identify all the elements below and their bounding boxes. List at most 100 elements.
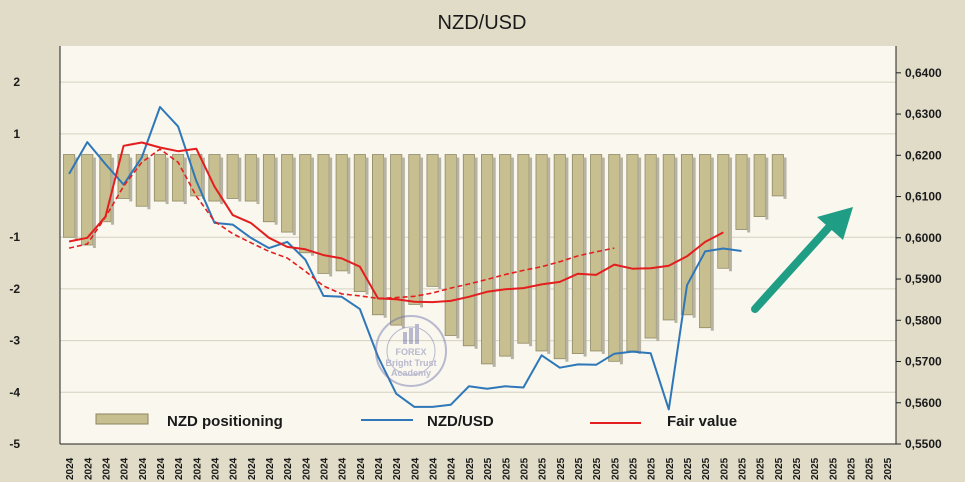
right-tick-label: 0,5800 <box>905 313 942 327</box>
watermark-bar <box>409 328 413 344</box>
x-tick-label: 2024 <box>83 457 94 480</box>
x-tick-label: 2025 <box>592 457 603 480</box>
positioning-bar-shadow <box>529 157 533 347</box>
x-tick-label: 2025 <box>538 457 549 480</box>
x-tick-label: 2025 <box>683 457 694 480</box>
positioning-bar-shadow <box>783 157 787 199</box>
positioning-bar-shadow <box>510 157 514 360</box>
legend-label-positioning: NZD positioning <box>167 413 283 430</box>
x-tick-label: 2025 <box>847 457 858 480</box>
positioning-bar <box>153 154 166 202</box>
positioning-bar-shadow <box>456 157 460 339</box>
positioning-bar-shadow <box>747 157 751 233</box>
positioning-bar-shadow <box>365 157 369 295</box>
watermark-bar <box>403 332 407 344</box>
x-tick-label: 2024 <box>210 457 221 480</box>
positioning-bar <box>244 154 257 202</box>
x-tick-label: 2025 <box>738 457 749 480</box>
x-tick-label: 2024 <box>447 457 458 480</box>
x-tick-label: 2024 <box>356 457 367 480</box>
right-tick-label: 0,6100 <box>905 190 942 204</box>
x-tick-label: 2024 <box>410 457 421 480</box>
positioning-bar-shadow <box>601 157 605 354</box>
positioning-bar-shadow <box>547 157 551 354</box>
positioning-bar <box>571 154 584 354</box>
x-tick-label: 2024 <box>192 457 203 480</box>
positioning-bar-shadow <box>92 157 96 248</box>
positioning-bar <box>662 154 675 321</box>
x-tick-label: 2025 <box>465 457 476 480</box>
watermark-logo: FOREX Bright Trust Academy <box>375 315 447 387</box>
right-y-axis: 0,6400 0,6300 0,6200 0,6100 0,6000 0,5900 0,58… <box>896 66 942 451</box>
positioning-bar <box>626 154 639 352</box>
x-tick-label: 2025 <box>501 457 512 480</box>
positioning-bar-shadow <box>474 157 478 349</box>
x-tick-label: 2025 <box>883 457 894 480</box>
right-tick-label: 0,6200 <box>905 148 942 162</box>
watermark-line-3: Academy <box>391 368 431 378</box>
positioning-bar-shadow <box>238 157 242 202</box>
left-tick-label: -5 <box>9 437 20 451</box>
x-tick-label: 2025 <box>574 457 585 480</box>
x-tick-label: 2024 <box>247 457 258 480</box>
positioning-bar-shadow <box>383 157 387 318</box>
fair-value-trend-line <box>68 148 615 300</box>
x-tick-label: 2024 <box>283 457 294 480</box>
left-y-axis: 2 1 -1 -2 -3 -4 -5 <box>9 75 20 451</box>
positioning-bar <box>226 154 239 199</box>
positioning-bar-shadow <box>329 157 333 277</box>
positioning-bar <box>644 154 657 339</box>
x-tick-label: 2024 <box>65 457 76 480</box>
positioning-bar-shadow <box>492 157 496 367</box>
positioning-bar-shadow <box>310 157 314 256</box>
watermark-inner-ring <box>386 326 436 376</box>
plot-area <box>60 46 896 444</box>
positioning-bar-shadow <box>692 157 696 318</box>
positioning-bar <box>517 154 530 344</box>
positioning-bar-shadow <box>765 157 769 220</box>
positioning-bar-shadow <box>401 157 405 329</box>
positioning-bar <box>299 154 312 254</box>
x-tick-label: 2025 <box>610 457 621 480</box>
positioning-bar-shadow <box>165 157 169 205</box>
x-tick-label: 2025 <box>519 457 530 480</box>
positioning-bar-shadow <box>674 157 678 323</box>
positioning-bar <box>735 154 748 230</box>
positioning-bar-shadow <box>147 157 151 210</box>
x-tick-label: 2025 <box>828 457 839 480</box>
legend-label-fair-value: Fair value <box>667 413 737 430</box>
positioning-bar-shadow <box>438 157 442 290</box>
x-tick-label: 2025 <box>483 457 494 480</box>
x-tick-label: 2024 <box>156 457 167 480</box>
left-tick-label: 2 <box>13 75 20 89</box>
positioning-bar <box>390 154 403 326</box>
watermark-line-1: FOREX <box>395 347 426 357</box>
positioning-bar-shadow <box>274 157 278 225</box>
x-tick-label: 2025 <box>701 457 712 480</box>
x-tick-label: 2025 <box>556 457 567 480</box>
x-tick-label: 2025 <box>719 457 730 480</box>
watermark-bar <box>415 324 419 344</box>
x-tick-label: 2024 <box>429 457 440 480</box>
trend-arrow-shaft <box>751 222 834 313</box>
x-tick-label: 2025 <box>865 457 876 480</box>
positioning-bar-shadow <box>129 157 133 202</box>
left-tick-label: 1 <box>13 127 20 141</box>
x-tick-label: 2024 <box>229 457 240 480</box>
positioning-bar <box>481 154 494 365</box>
trend-arrow-head <box>817 207 853 240</box>
right-tick-label: 0,6000 <box>905 231 942 245</box>
x-tick-label: 2024 <box>374 457 385 480</box>
positioning-bar <box>608 154 621 362</box>
positioning-bar <box>535 154 548 352</box>
right-tick-label: 0,5600 <box>905 396 942 410</box>
watermark-line-2: Bright Trust <box>386 358 437 368</box>
x-tick-label: 2025 <box>810 457 821 480</box>
x-tick-label: 2024 <box>138 457 149 480</box>
positioning-bar <box>553 154 566 360</box>
positioning-bar-shadow <box>710 157 714 331</box>
series-lines <box>68 106 742 411</box>
positioning-bar <box>444 154 457 336</box>
positioning-bar-shadow <box>583 157 587 357</box>
